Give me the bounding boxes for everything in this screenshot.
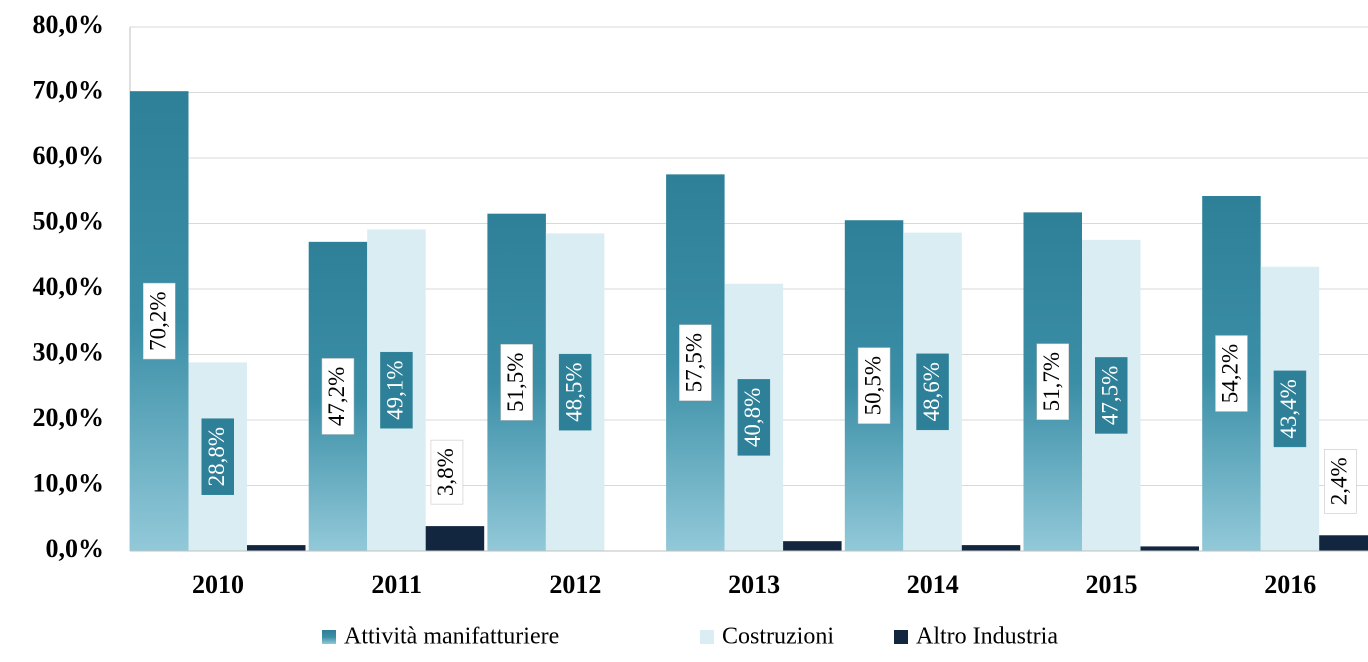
legend-swatch: [322, 630, 336, 644]
data-label-box: [321, 358, 355, 435]
legend-swatch: [894, 630, 908, 644]
data-label: 3,8%: [433, 448, 458, 496]
legend-label: Attività manifatturiere: [344, 624, 559, 650]
data-label: 2,4%: [1327, 457, 1352, 505]
legend-label: Altro Industria: [916, 624, 1058, 650]
bar: [961, 545, 1021, 551]
y-tick-label: 50,0%: [33, 206, 105, 235]
data-label-box: [1095, 357, 1128, 434]
data-label-box: [916, 353, 949, 431]
data-label: 48,5%: [561, 362, 586, 421]
data-label-box: [1324, 449, 1357, 514]
data-label: 47,2%: [324, 367, 349, 426]
data-label-box: [500, 344, 533, 421]
data-label: 51,7%: [1039, 352, 1064, 411]
data-label: 51,5%: [503, 353, 528, 412]
y-tick-label: 10,0%: [33, 468, 105, 497]
data-label-box: [1036, 343, 1069, 420]
data-label: 54,2%: [1218, 344, 1243, 403]
y-tick-label: 30,0%: [33, 337, 105, 366]
x-tick-label: 2013: [728, 570, 780, 599]
x-tick-label: 2016: [1264, 570, 1316, 599]
legend-label: Costruzioni: [722, 624, 834, 650]
data-label: 43,4%: [1276, 379, 1301, 438]
data-label: 40,8%: [740, 388, 765, 447]
data-label-box: [857, 347, 891, 424]
bar: [247, 545, 306, 551]
y-tick-label: 20,0%: [33, 403, 105, 432]
data-label-box: [1273, 370, 1307, 448]
x-tick-label: 2011: [371, 570, 422, 599]
bar: [425, 526, 485, 551]
y-tick-label: 60,0%: [33, 141, 105, 170]
legend-swatch: [700, 630, 714, 644]
data-label-box: [558, 353, 592, 431]
y-tick-label: 80,0%: [33, 10, 105, 39]
data-label-box: [737, 379, 771, 456]
x-tick-label: 2012: [549, 570, 601, 599]
data-label: 47,5%: [1098, 366, 1123, 425]
bar: [1140, 546, 1199, 551]
data-label: 50,5%: [860, 356, 885, 415]
data-label: 70,2%: [146, 291, 171, 350]
data-label: 48,6%: [919, 362, 944, 421]
bar: [783, 541, 842, 551]
data-label-box: [143, 282, 176, 360]
x-tick-label: 2015: [1086, 570, 1138, 599]
y-tick-label: 40,0%: [33, 272, 105, 301]
data-label-box: [1215, 335, 1248, 412]
data-label-box: [380, 351, 413, 429]
bar: [1319, 535, 1368, 551]
x-tick-label: 2014: [907, 570, 959, 599]
data-label-box: [201, 418, 234, 495]
data-label: 28,8%: [204, 427, 229, 486]
y-tick-label: 70,0%: [33, 75, 105, 104]
data-label-box: [430, 439, 464, 505]
data-label: 57,5%: [682, 333, 707, 392]
x-tick-label: 2010: [192, 570, 244, 599]
data-label: 49,1%: [383, 360, 408, 419]
data-label-box: [679, 324, 712, 401]
y-tick-label: 0,0%: [46, 534, 105, 563]
